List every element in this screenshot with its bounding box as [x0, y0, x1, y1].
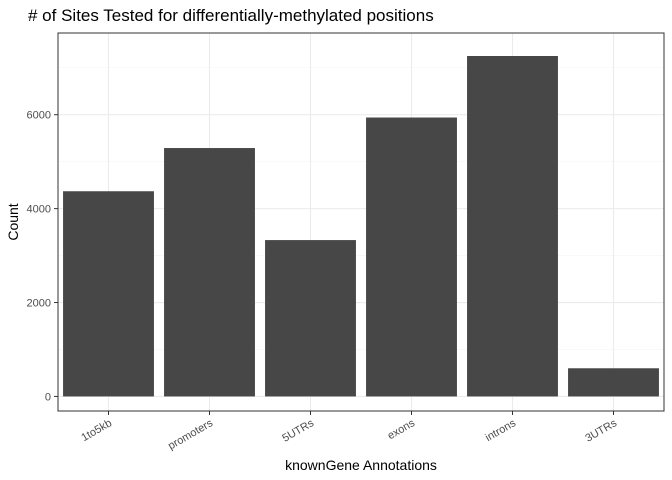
- x-tick-label: 3UTRs: [583, 417, 619, 445]
- y-tick-label: 4000: [27, 204, 51, 216]
- y-axis: 0 2000 4000 6000: [27, 110, 58, 403]
- x-axis: 1to5kb promoters 5UTRs exons introns 3UTRs: [79, 411, 619, 452]
- x-tick-label: 1to5kb: [79, 417, 114, 444]
- bar-exons: [366, 117, 457, 397]
- bar-1to5kb: [63, 191, 154, 397]
- x-tick-label: introns: [483, 417, 518, 444]
- panel-border: [57, 32, 665, 412]
- bar-3utrs: [568, 368, 659, 397]
- bar-5utrs: [265, 240, 356, 397]
- y-tick-label: 6000: [27, 110, 51, 122]
- panel-background: [58, 33, 664, 411]
- x-axis-title: knownGene Annotations: [285, 457, 437, 473]
- bar-introns: [467, 56, 558, 397]
- x-tick-label: exons: [386, 417, 418, 442]
- chart-title: # of Sites Tested for differentially-met…: [28, 6, 434, 25]
- x-tick-label: 5UTRs: [280, 417, 316, 445]
- y-tick-label: 0: [45, 391, 51, 403]
- bars: [63, 56, 659, 397]
- y-tick-label: 2000: [27, 298, 51, 310]
- x-tick-label: promoters: [166, 417, 215, 452]
- bar-promoters: [164, 148, 255, 397]
- y-axis-title: Count: [5, 203, 21, 240]
